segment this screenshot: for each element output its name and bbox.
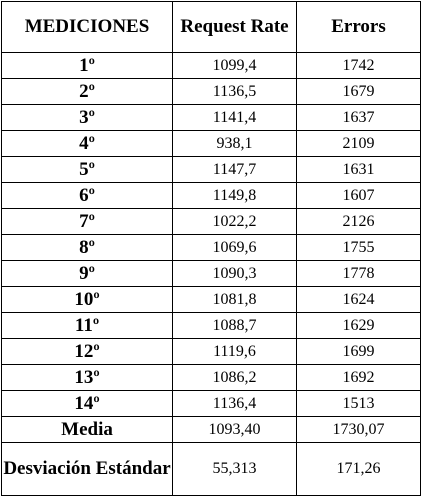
header-errors: Errors <box>296 1 421 53</box>
table-row: 10º 1081,8 1624 <box>1 286 421 313</box>
request-rate-cell: 1119,6 <box>172 338 297 365</box>
header-mediciones: MEDICIONES <box>1 1 173 53</box>
request-rate-cell: 55,313 <box>172 442 297 496</box>
row-label: 9º <box>1 260 173 287</box>
errors-cell: 1637 <box>296 104 421 131</box>
row-label: 1º <box>1 52 173 79</box>
table-row: 14º 1136,4 1513 <box>1 390 421 417</box>
request-rate-cell: 1090,3 <box>172 260 297 287</box>
row-label: Media <box>1 416 173 443</box>
std-dev-row: Desviación Estándar 55,313 171,26 <box>1 442 421 496</box>
row-label: 13º <box>1 364 173 391</box>
row-label: 10º <box>1 286 173 313</box>
request-rate-cell: 1086,2 <box>172 364 297 391</box>
errors-cell: 1755 <box>296 234 421 261</box>
errors-cell: 1692 <box>296 364 421 391</box>
request-rate-cell: 1022,2 <box>172 208 297 235</box>
row-label: 4º <box>1 130 173 157</box>
request-rate-cell: 1149,8 <box>172 182 297 209</box>
table-row: 1º 1099,4 1742 <box>1 52 421 79</box>
table-row: 9º 1090,3 1778 <box>1 260 421 287</box>
table-row: 11º 1088,7 1629 <box>1 312 421 339</box>
errors-cell: 1778 <box>296 260 421 287</box>
request-rate-cell: 1069,6 <box>172 234 297 261</box>
errors-cell: 2126 <box>296 208 421 235</box>
errors-cell: 1742 <box>296 52 421 79</box>
row-label: 14º <box>1 390 173 417</box>
errors-cell: 1730,07 <box>296 416 421 443</box>
table-row: 6º 1149,8 1607 <box>1 182 421 209</box>
table-row: 13º 1086,2 1692 <box>1 364 421 391</box>
errors-cell: 1631 <box>296 156 421 183</box>
errors-cell: 1699 <box>296 338 421 365</box>
errors-cell: 2109 <box>296 130 421 157</box>
table-header-row: MEDICIONES Request Rate Errors <box>1 1 421 53</box>
errors-cell: 1679 <box>296 78 421 105</box>
request-rate-cell: 1136,5 <box>172 78 297 105</box>
table-row: 3º 1141,4 1637 <box>1 104 421 131</box>
table-row: 2º 1136,5 1679 <box>1 78 421 105</box>
header-request-rate: Request Rate <box>172 1 297 53</box>
row-label: 2º <box>1 78 173 105</box>
request-rate-cell: 1141,4 <box>172 104 297 131</box>
request-rate-cell: 1081,8 <box>172 286 297 313</box>
table-row: 5º 1147,7 1631 <box>1 156 421 183</box>
request-rate-cell: 1136,4 <box>172 390 297 417</box>
table-row: 4º 938,1 2109 <box>1 130 421 157</box>
row-label: 6º <box>1 182 173 209</box>
row-label: 11º <box>1 312 173 339</box>
row-label: 12º <box>1 338 173 365</box>
errors-cell: 1607 <box>296 182 421 209</box>
table-row: 12º 1119,6 1699 <box>1 338 421 365</box>
row-label: 7º <box>1 208 173 235</box>
row-label: 8º <box>1 234 173 261</box>
request-rate-cell: 1093,40 <box>172 416 297 443</box>
row-label: 5º <box>1 156 173 183</box>
errors-cell: 1513 <box>296 390 421 417</box>
request-rate-cell: 1088,7 <box>172 312 297 339</box>
errors-cell: 1624 <box>296 286 421 313</box>
errors-cell: 1629 <box>296 312 421 339</box>
table-row: 7º 1022,2 2126 <box>1 208 421 235</box>
media-row: Media 1093,40 1730,07 <box>1 416 421 443</box>
request-rate-cell: 938,1 <box>172 130 297 157</box>
request-rate-cell: 1147,7 <box>172 156 297 183</box>
request-rate-cell: 1099,4 <box>172 52 297 79</box>
errors-cell: 171,26 <box>296 442 421 496</box>
row-label: 3º <box>1 104 173 131</box>
table-row: 8º 1069,6 1755 <box>1 234 421 261</box>
row-label: Desviación Estándar <box>1 442 173 496</box>
